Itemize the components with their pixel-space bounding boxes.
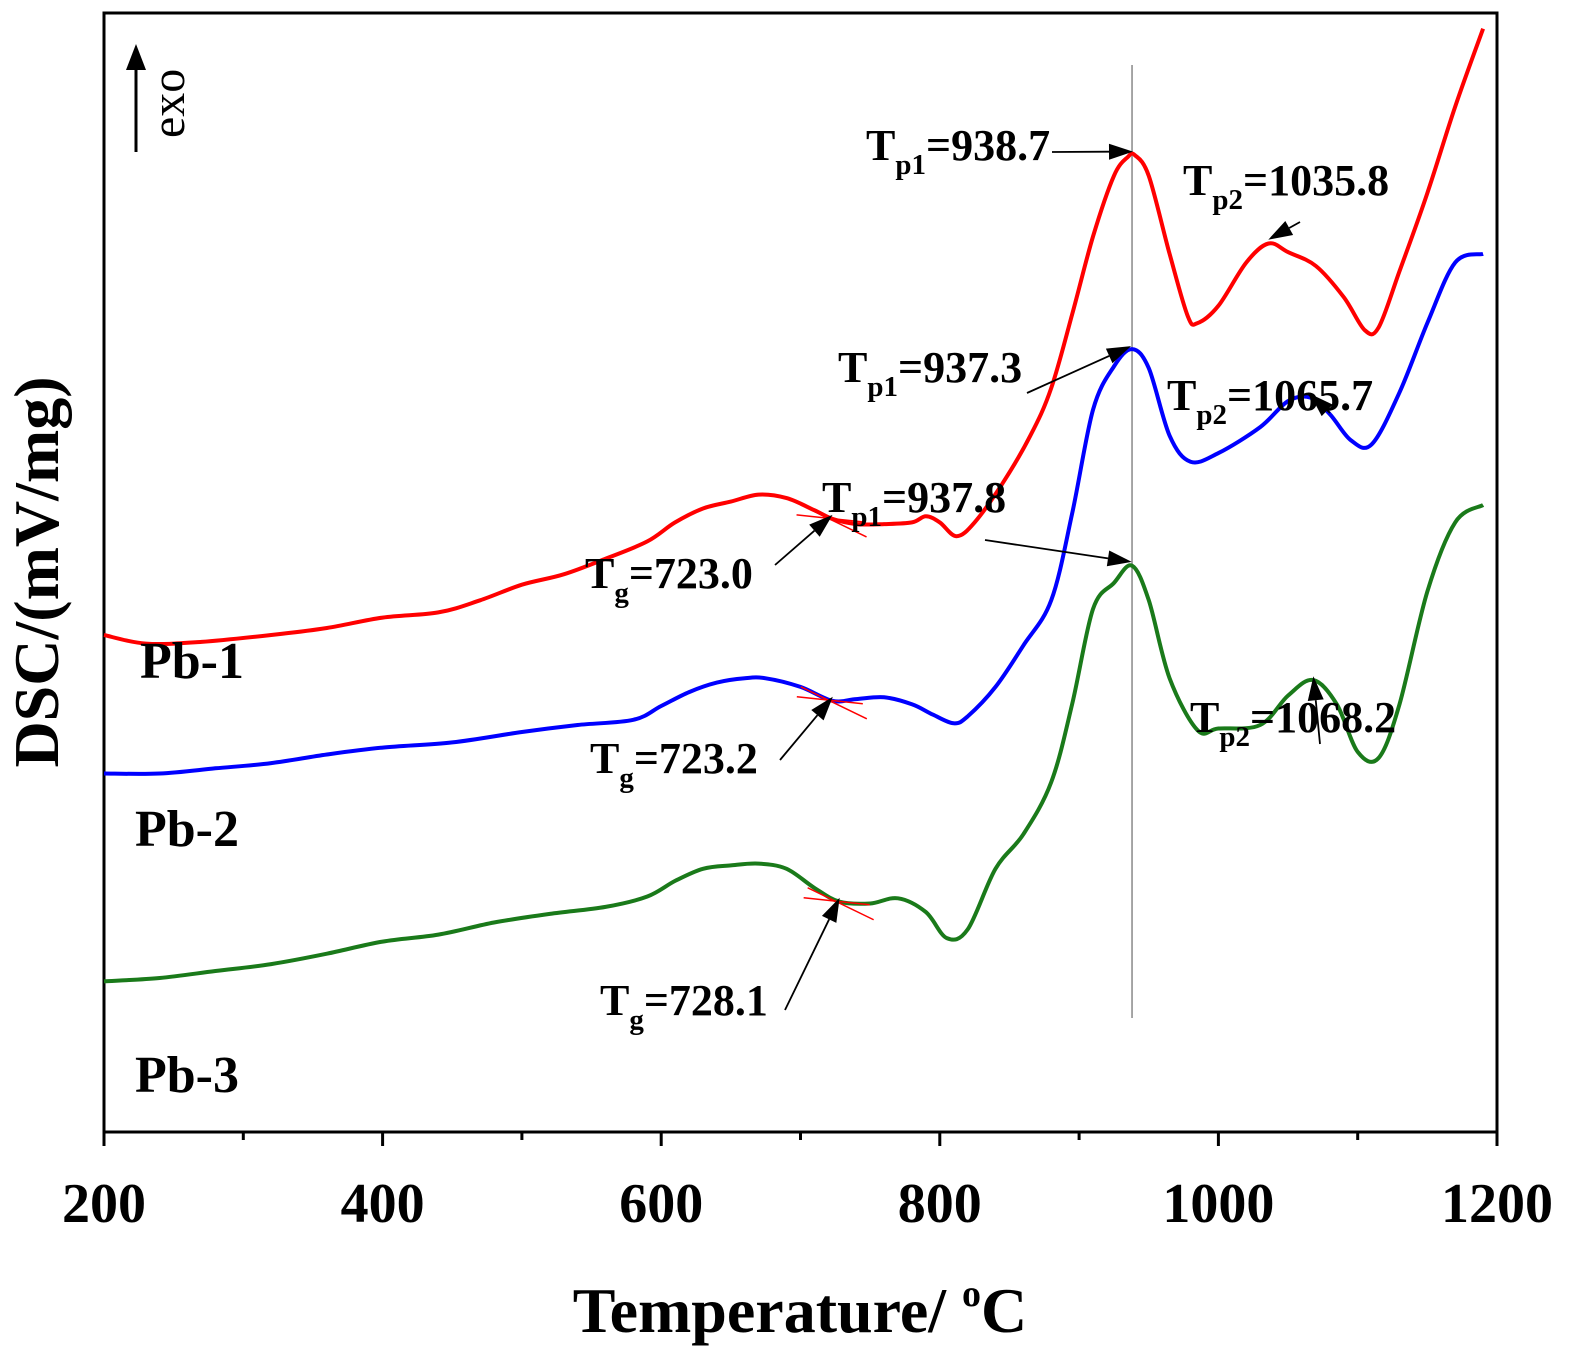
annotation-arrow-head	[1268, 221, 1294, 240]
series-label-pb-3: Pb-3	[135, 1047, 239, 1104]
annotation-label: Tg=723.0	[585, 549, 753, 609]
x-tick-label: 1000	[1162, 1173, 1274, 1235]
tangent-line	[807, 887, 874, 921]
x-axis-title-sup: o	[962, 1273, 981, 1315]
annotation-arrow-line	[1288, 221, 1301, 229]
annotation-arrow-head	[1105, 346, 1132, 364]
annotation-arrow-head	[1307, 676, 1324, 701]
exo-indicator: exo	[126, 44, 195, 152]
x-tick-label: 200	[62, 1173, 146, 1235]
annotation-arrow-line	[984, 539, 1109, 560]
annotation-arrow-head	[1309, 393, 1333, 417]
annotation-arrow-head	[1108, 143, 1134, 160]
exo-arrow-head	[126, 44, 146, 70]
annotation-layer: Tp1=938.7 Tp2=1035.8 Tp1=937.3 Tp2=1065.7 Tp…	[585, 121, 1396, 1036]
annotation-arrow-head	[1106, 550, 1132, 567]
annotation-arrow-line	[784, 918, 830, 1011]
tangent-layer	[796, 504, 874, 921]
annotation-label: Tg=728.1	[600, 976, 768, 1036]
tangent-line	[800, 504, 867, 538]
annotation-arrow-line	[779, 714, 819, 761]
annotation-arrow-head	[811, 696, 833, 721]
annotation-label: Tp1=937.3	[838, 343, 1022, 403]
x-axis-title-tail: C	[981, 1275, 1027, 1346]
series-line-1	[103, 28, 1485, 647]
x-axis-title-main: Temperature/	[573, 1275, 962, 1346]
exo-label: exo	[142, 69, 195, 138]
annotation-arrow-line	[1326, 409, 1331, 414]
tangent-line	[800, 686, 868, 720]
series-label-pb-2: Pb-2	[135, 801, 239, 858]
annotation-label: Tp1=937.8	[822, 473, 1006, 533]
annotation-label: Tg=723.2	[590, 734, 758, 794]
y-axis-title: DSC/(mV/mg)	[1, 376, 72, 767]
x-tick-label: 400	[341, 1173, 425, 1235]
annotation-label: Tp1=938.7	[866, 121, 1050, 181]
series-label-pb-1: Pb-1	[140, 633, 244, 690]
x-tick-label: 600	[619, 1173, 703, 1235]
arrow-layer	[774, 143, 1333, 1011]
annotation-label: Tp2=1035.8	[1183, 156, 1389, 216]
x-ticks: 200 400 600 800 1000 1200	[62, 1132, 1553, 1235]
annotation-arrow-head	[821, 897, 840, 923]
annotation-arrow-line	[774, 529, 816, 566]
annotation-arrow-line	[1314, 700, 1321, 745]
x-axis-title: Temperature/ oC	[573, 1273, 1028, 1346]
annotation-label: Tp2=1065.7	[1167, 371, 1373, 431]
annotation-arrow-line	[1026, 355, 1110, 394]
x-tick-label: 800	[898, 1173, 982, 1235]
series-line-2	[103, 251, 1484, 776]
annotation-label: Tp2=1068.2	[1190, 693, 1396, 753]
annotation-arrow-head	[809, 514, 833, 537]
x-tick-label: 1200	[1441, 1173, 1553, 1235]
